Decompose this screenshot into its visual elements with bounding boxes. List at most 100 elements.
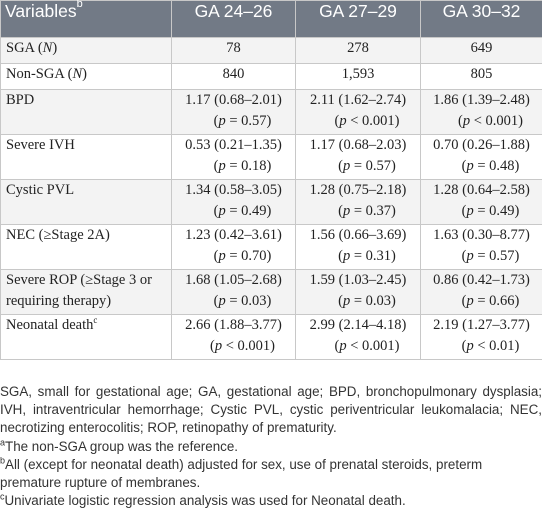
header-ga-27-29: GA 27–29 — [295, 0, 421, 38]
cell-value: 1.63 (0.30–8.77) (p = 0.57) — [420, 224, 542, 270]
header-ga-30-32: GA 30–32 — [420, 0, 542, 38]
results-table-container: Variablesb GA 24–26 GA 27–29 GA 30–32 SG… — [0, 0, 542, 360]
footnote-a-marker: a — [0, 437, 6, 448]
cell-estimate: 1.28 (0.75–2.18) — [309, 182, 407, 198]
row-label-italic: N — [42, 40, 53, 56]
table-row: NEC (≥Stage 2A) 1.23 (0.42–3.61) (p = 0.7… — [0, 224, 542, 270]
cell-value: 1.59 (1.03–2.45) (p = 0.03) — [295, 269, 421, 315]
cell-p-value: (p = 0.03) — [213, 293, 272, 309]
cell-p-value: (p = 0.57) — [338, 158, 396, 174]
cell-p-value: (p < 0.01) — [461, 338, 520, 354]
row-label-text: Non-SGA ( — [6, 66, 73, 82]
cell-value: 1.23 (0.42–3.61) (p = 0.70) — [171, 224, 296, 270]
table-footnotes: SGA, small for gestational age; GA, gest… — [0, 383, 542, 510]
cell-estimate: 2.19 (1.27–3.77) — [433, 317, 530, 333]
cell-estimate: 1.23 (0.42–3.61) — [185, 227, 282, 243]
cell-p-value: (p = 0.48) — [461, 158, 520, 174]
cell-p-value: (p = 0.31) — [338, 248, 396, 264]
cell-value: 805 — [420, 63, 542, 90]
cell-value: 649 — [420, 37, 542, 64]
cell-p-value: (p = 0.03) — [338, 293, 396, 309]
cell-estimate: 1.63 (0.30–8.77) — [433, 227, 530, 243]
row-label: NEC (≥Stage 2A) — [0, 224, 172, 270]
cell-estimate: 1.17 (0.68–2.01) — [185, 92, 282, 108]
cell-estimate: 2.66 (1.88–3.77) — [185, 317, 282, 333]
footnote-b-text: All (except for neonatal death) adjusted… — [0, 456, 483, 491]
cell-value: 2.19 (1.27–3.77) (p < 0.01) — [420, 314, 542, 360]
cell-estimate: 0.70 (0.26–1.88) — [433, 137, 530, 153]
cell-value: 1,593 — [295, 63, 421, 90]
cell-estimate: 0.86 (0.42–1.73) — [433, 272, 530, 288]
row-label: Neonatal deathc — [0, 314, 172, 360]
table-row: Severe ROP (≥Stage 3 or requiring therapy… — [0, 269, 542, 315]
cell-p-value: (p = 0.49) — [461, 203, 520, 219]
row-label-line2: requiring therapy) — [6, 293, 112, 309]
footnote-a: aThe non-SGA group was the reference. — [0, 438, 542, 456]
footnote-abbreviations: SGA, small for gestational age; GA, gest… — [0, 384, 542, 436]
table-row: BPD 1.17 (0.68–2.01) (p = 0.57) 2.11 (1.6… — [0, 89, 542, 135]
row-label: SGA (N) — [0, 37, 172, 64]
cell-value: 2.11 (1.62–2.74) (p < 0.001) — [295, 89, 421, 135]
cell-estimate: 1.17 (0.68–2.03) — [309, 137, 407, 153]
row-label-line1: Severe ROP (≥Stage 3 or — [6, 272, 152, 288]
table-body: SGA (N) 78 278 649 Non-SGA (N) 840 1,593… — [0, 37, 542, 360]
cell-p-value: (p = 0.49) — [213, 203, 272, 219]
cell-value: 840 — [171, 63, 296, 90]
row-label-end: ) — [52, 40, 58, 56]
cell-value: 1.28 (0.75–2.18) (p = 0.37) — [295, 179, 421, 225]
cell-value: 78 — [171, 37, 296, 64]
cell-value: 0.70 (0.26–1.88) (p = 0.48) — [420, 134, 542, 180]
cell-p-value: (p = 0.57) — [213, 113, 272, 129]
row-label-marker: c — [93, 315, 98, 326]
header-variables: Variablesb — [0, 0, 172, 38]
table-row: Severe IVH 0.53 (0.21–1.35) (p = 0.18) 1.… — [0, 134, 542, 180]
footnote-c-marker: c — [0, 491, 5, 502]
footnote-c-text: Univariate logistic regression analysis … — [4, 493, 406, 509]
cell-estimate: 1.59 (1.03–2.45) — [309, 272, 407, 288]
cell-value: 278 — [295, 37, 421, 64]
row-label-italic: N — [72, 66, 83, 82]
cell-value: 1.28 (0.64–2.58) (p = 0.49) — [420, 179, 542, 225]
cell-value: 2.99 (2.14–4.18) (p < 0.001) — [295, 314, 421, 360]
cell-value: 1.17 (0.68–2.03) (p = 0.57) — [295, 134, 421, 180]
row-label: Non-SGA (N) — [0, 63, 172, 90]
table-header: Variablesb GA 24–26 GA 27–29 GA 30–32 — [0, 0, 542, 38]
cell-value: 0.86 (0.42–1.73) (p = 0.66) — [420, 269, 542, 315]
table-row: Neonatal deathc 2.66 (1.88–3.77) (p < 0.0… — [0, 314, 542, 360]
cell-estimate: 1.86 (1.39–2.48) — [433, 92, 530, 108]
cell-p-value: (p < 0.001) — [458, 113, 523, 129]
cell-p-value: (p = 0.18) — [213, 158, 272, 174]
cell-p-value: (p = 0.57) — [461, 248, 520, 264]
cell-estimate: 2.99 (2.14–4.18) — [309, 317, 407, 333]
cell-p-value: (p < 0.001) — [210, 338, 275, 354]
footnote-a-text: The non-SGA group was the reference. — [5, 438, 238, 454]
footnote-b: bAll (except for neonatal death) adjuste… — [0, 456, 542, 492]
cell-p-value: (p < 0.001) — [334, 338, 400, 354]
header-variables-marker: b — [76, 0, 83, 11]
row-label: Severe ROP (≥Stage 3 or requiring therapy… — [0, 269, 172, 315]
cell-value: 1.68 (1.05–2.68) (p = 0.03) — [171, 269, 296, 315]
row-label-text: SGA ( — [6, 40, 43, 56]
header-row: Variablesb GA 24–26 GA 27–29 GA 30–32 — [0, 0, 542, 38]
row-label-end: ) — [82, 66, 87, 82]
cell-value: 1.34 (0.58–3.05) (p = 0.49) — [171, 179, 296, 225]
row-label: Severe IVH — [0, 134, 172, 180]
cell-p-value: (p = 0.66) — [461, 293, 520, 309]
cell-p-value: (p = 0.70) — [213, 248, 272, 264]
cell-p-value: (p = 0.37) — [338, 203, 396, 219]
cell-estimate: 1.28 (0.64–2.58) — [433, 182, 530, 198]
cell-value: 0.53 (0.21–1.35) (p = 0.18) — [171, 134, 296, 180]
results-table: Variablesb GA 24–26 GA 27–29 GA 30–32 SG… — [0, 0, 542, 360]
table-row: Cystic PVL 1.34 (0.58–3.05) (p = 0.49) 1.… — [0, 179, 542, 225]
header-ga-24-26: GA 24–26 — [171, 0, 296, 38]
header-variables-label: Variables — [5, 1, 77, 21]
cell-estimate: 0.53 (0.21–1.35) — [185, 137, 282, 153]
row-label: Cystic PVL — [0, 179, 172, 225]
footnote-c: cUnivariate logistic regression analysis… — [0, 492, 542, 510]
footnote-b-marker: b — [0, 455, 6, 466]
table-row: SGA (N) 78 278 649 — [0, 37, 542, 64]
cell-value: 2.66 (1.88–3.77) (p < 0.001) — [171, 314, 296, 360]
cell-value: 1.56 (0.66–3.69) (p = 0.31) — [295, 224, 421, 270]
cell-estimate: 1.56 (0.66–3.69) — [309, 227, 407, 243]
cell-value: 1.17 (0.68–2.01) (p = 0.57) — [171, 89, 296, 135]
